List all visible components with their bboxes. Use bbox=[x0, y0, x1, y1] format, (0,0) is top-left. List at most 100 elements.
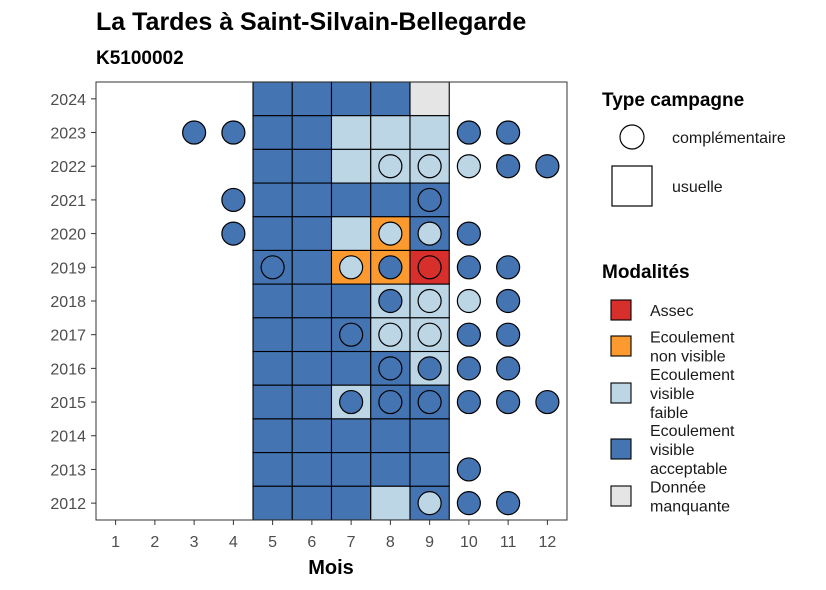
x-tick-label: 12 bbox=[538, 534, 556, 551]
tile-2016-6 bbox=[291, 350, 333, 386]
point-2013-10 bbox=[456, 457, 481, 482]
y-tick-label: 2012 bbox=[50, 496, 86, 513]
legend-key-2 bbox=[610, 382, 632, 404]
point-2023-4 bbox=[221, 120, 246, 145]
legend-label-3: Ecoulement bbox=[650, 423, 735, 440]
point-2012-10 bbox=[456, 491, 481, 516]
y-tick-label: 2023 bbox=[50, 126, 86, 143]
legend-label-4: manquante bbox=[650, 499, 730, 516]
point-2015-8 bbox=[378, 389, 403, 415]
tile-2014-8 bbox=[370, 418, 411, 454]
tile-2021-8 bbox=[370, 182, 411, 218]
point-2020-4 bbox=[221, 221, 246, 246]
tile-2022-5 bbox=[252, 148, 293, 184]
legend-type-title: Type campagne bbox=[602, 90, 744, 111]
legend-complementaire-label: complémentaire bbox=[672, 130, 786, 147]
tile-2014-9 bbox=[409, 418, 450, 454]
tile-2021-6 bbox=[291, 182, 333, 218]
point-2012-11 bbox=[496, 491, 521, 516]
point-2016-11 bbox=[496, 356, 521, 381]
tile-2013-7 bbox=[330, 452, 372, 487]
tile-2022-6 bbox=[291, 148, 333, 184]
tile-2020-6 bbox=[291, 216, 333, 251]
point-2017-10 bbox=[456, 322, 481, 347]
legend-label-1: non visible bbox=[650, 349, 726, 366]
tile-2023-6 bbox=[291, 115, 333, 150]
point-2022-10 bbox=[456, 154, 481, 179]
point-2017-7 bbox=[339, 322, 364, 347]
point-2015-9 bbox=[417, 389, 442, 415]
tile-2014-6 bbox=[291, 418, 333, 454]
x-tick-label: 9 bbox=[425, 534, 434, 551]
legend-usuelle-label: usuelle bbox=[672, 179, 723, 196]
tile-2024-7 bbox=[330, 81, 372, 117]
chart-subtitle: K5100002 bbox=[96, 48, 184, 69]
y-tick-label: 2015 bbox=[50, 395, 86, 412]
chart-title: La Tardes à Saint-Silvain-Bellegarde bbox=[96, 8, 526, 36]
legend-key-0 bbox=[610, 299, 632, 321]
point-2019-7 bbox=[339, 255, 364, 280]
x-tick-label: 6 bbox=[307, 534, 316, 551]
legend-key-1 bbox=[610, 335, 632, 357]
point-2019-9 bbox=[417, 255, 442, 280]
legend-key-4 bbox=[610, 485, 632, 507]
point-2020-8 bbox=[378, 221, 403, 246]
x-tick-label: 7 bbox=[347, 534, 356, 551]
point-2015-11 bbox=[496, 389, 521, 415]
point-2022-12 bbox=[535, 154, 560, 179]
x-axis-title: Mois bbox=[308, 557, 354, 579]
tile-2023-9 bbox=[409, 115, 450, 150]
legend-label-2: Ecoulement bbox=[650, 367, 735, 384]
point-2021-4 bbox=[221, 187, 246, 213]
tile-2013-8 bbox=[370, 452, 411, 487]
tile-2023-7 bbox=[330, 115, 372, 150]
point-2023-11 bbox=[496, 120, 521, 145]
y-tick-label: 2022 bbox=[50, 159, 86, 176]
point-2023-10 bbox=[456, 120, 481, 145]
tile-2012-8 bbox=[370, 485, 411, 521]
y-tick-label: 2013 bbox=[50, 462, 86, 479]
legend-label-2: faible bbox=[650, 405, 688, 422]
point-2022-9 bbox=[417, 154, 442, 179]
complementaire-points bbox=[182, 120, 560, 516]
legend-modalites-title: Modalités bbox=[602, 262, 690, 283]
x-tick-label: 5 bbox=[268, 534, 277, 551]
point-2016-8 bbox=[378, 356, 403, 381]
point-2015-10 bbox=[456, 389, 481, 415]
y-tick-label: 2021 bbox=[50, 193, 86, 210]
y-axis: 2012 2013 2014 2015 2016 2017 2018 2019 2020 2021… bbox=[50, 92, 96, 513]
tile-2013-5 bbox=[252, 452, 293, 487]
point-2022-11 bbox=[496, 154, 521, 179]
point-2016-9 bbox=[417, 356, 442, 381]
point-2018-8 bbox=[378, 288, 403, 314]
tile-2018-5 bbox=[252, 283, 293, 319]
point-2023-3 bbox=[182, 120, 207, 145]
tile-2020-7 bbox=[330, 216, 372, 251]
point-2018-9 bbox=[417, 288, 442, 314]
legend-label-4: Donnée bbox=[650, 480, 706, 497]
tile-2024-8 bbox=[370, 81, 411, 117]
tile-2017-6 bbox=[291, 317, 333, 353]
point-2017-11 bbox=[496, 322, 521, 347]
point-2019-11 bbox=[496, 255, 521, 280]
tile-2012-7 bbox=[330, 485, 372, 521]
legend-label-2: visible bbox=[650, 386, 695, 403]
point-2019-5 bbox=[260, 255, 285, 280]
legend-label-1: Ecoulement bbox=[650, 330, 735, 347]
x-tick-label: 10 bbox=[460, 534, 478, 551]
legend-circle-key bbox=[619, 124, 645, 150]
point-2020-9 bbox=[417, 221, 442, 246]
x-tick-label: 3 bbox=[190, 534, 199, 551]
point-2012-9 bbox=[417, 491, 442, 516]
tile-2012-5 bbox=[252, 485, 293, 521]
tile-2015-6 bbox=[291, 384, 333, 420]
y-tick-label: 2017 bbox=[50, 328, 86, 345]
legend-label-3: acceptable bbox=[650, 461, 727, 478]
y-tick-label: 2019 bbox=[50, 260, 86, 277]
tile-2024-6 bbox=[291, 81, 333, 117]
point-2015-12 bbox=[535, 389, 560, 415]
point-2021-9 bbox=[417, 187, 442, 213]
tile-2020-5 bbox=[252, 216, 293, 251]
legend-key-3 bbox=[610, 438, 632, 460]
